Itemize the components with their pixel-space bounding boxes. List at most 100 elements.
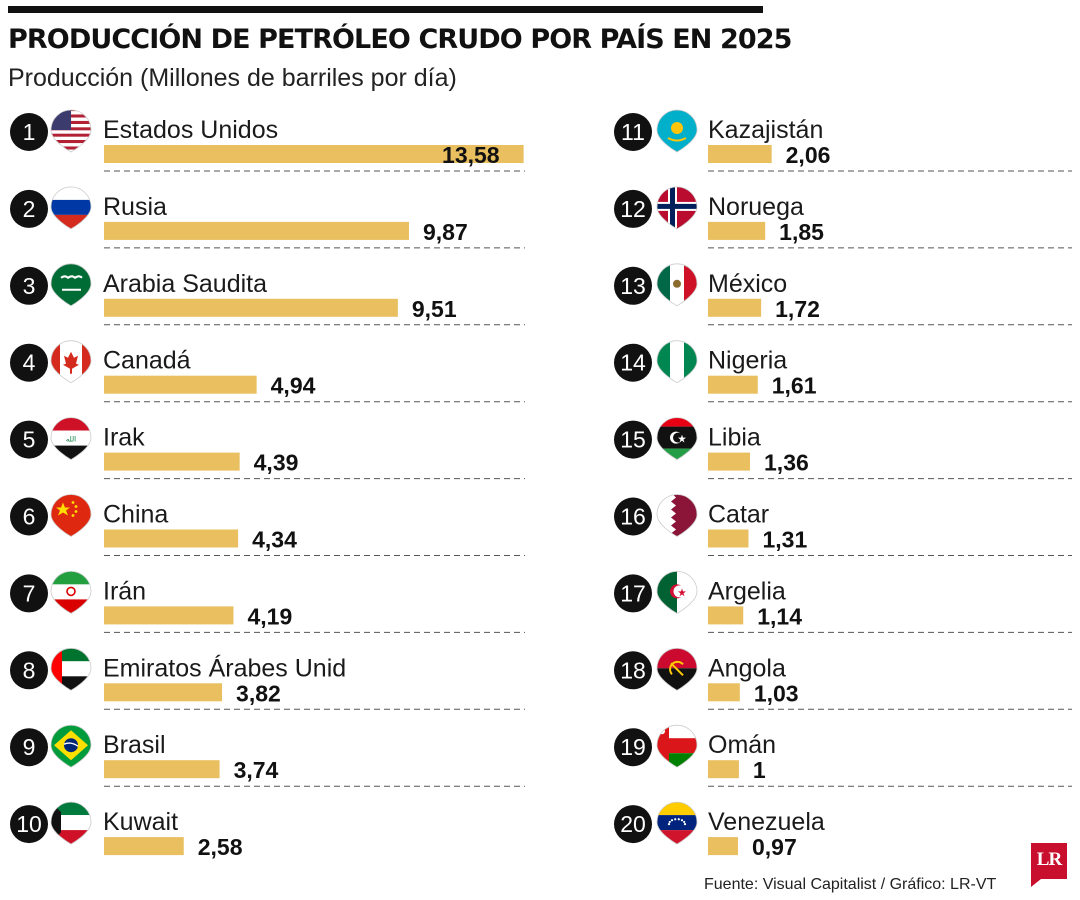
- rank-badge: 5: [10, 420, 48, 459]
- rank-badge: 2: [10, 189, 48, 228]
- flag-uae-icon: [50, 647, 92, 691]
- flag-russia-icon: [50, 186, 92, 230]
- rank-badge: 16: [614, 497, 652, 536]
- flag-angola-icon: [656, 647, 698, 691]
- flag-nigeria-icon: [656, 340, 698, 384]
- rank-number: 3: [23, 273, 36, 299]
- rank-number: 5: [23, 427, 36, 453]
- flag-libya-icon: [656, 417, 698, 461]
- value-label: 4,94: [271, 373, 316, 399]
- country-name: Angola: [708, 654, 786, 682]
- rank-badge: 17: [614, 574, 652, 613]
- country-name: Arabia Saudita: [103, 270, 267, 298]
- value-label: 3,82: [236, 680, 281, 706]
- bar: [708, 760, 739, 779]
- country-name: Libia: [708, 424, 761, 452]
- rank-number: 13: [620, 273, 646, 299]
- country-name: Noruega: [708, 193, 804, 221]
- chart-title: PRODUCCIÓN DE PETRÓLEO CRUDO POR PAÍS EN…: [8, 24, 792, 55]
- bar: [104, 452, 240, 471]
- rank-number: 4: [23, 350, 36, 376]
- rank-badge: 14: [614, 343, 652, 382]
- bar: [104, 760, 220, 779]
- value-label: 4,39: [254, 450, 299, 476]
- svg-text:الله: الله: [66, 436, 76, 444]
- value-label: 3,74: [234, 757, 279, 783]
- value-label: 1,03: [754, 680, 799, 706]
- rank-number: 16: [620, 504, 646, 530]
- flag-qatar-icon: [656, 494, 698, 537]
- value-label: 1,72: [775, 296, 820, 322]
- rank-badge: 9: [10, 728, 48, 767]
- bar: [708, 221, 766, 240]
- value-label: 4,19: [247, 603, 292, 629]
- value-label: 1,31: [762, 527, 807, 553]
- flag-kuwait-icon: [50, 801, 92, 845]
- rank-badge: 20: [614, 805, 652, 844]
- flag-iraq-icon: الله: [50, 417, 92, 461]
- country-name: Nigeria: [708, 347, 787, 375]
- rank-badge: 12: [614, 189, 652, 228]
- rank-number: 2: [23, 196, 36, 222]
- chart-subtitle: Producción (Millones de barriles por día…: [8, 64, 457, 92]
- flag-iran-icon: [50, 571, 92, 614]
- bar: [104, 606, 234, 625]
- rank-number: 18: [620, 657, 646, 683]
- country-name: Emiratos Árabes Unid: [103, 653, 346, 682]
- bar: [104, 298, 398, 317]
- flag-kazakhstan-icon: [656, 109, 698, 153]
- rank-badge: 6: [10, 497, 48, 536]
- country-name: China: [103, 501, 168, 529]
- rank-number: 10: [16, 811, 42, 837]
- flag-venezuela-icon: [656, 801, 698, 845]
- rank-number: 19: [620, 734, 646, 760]
- value-label: 0,97: [752, 834, 797, 860]
- rank-number: 12: [620, 196, 646, 222]
- value-label: 9,87: [423, 219, 468, 245]
- flag-china-icon: [50, 494, 92, 537]
- country-name: Irak: [103, 424, 145, 452]
- rank-number: 14: [620, 350, 646, 376]
- flag-canada-icon: [50, 340, 92, 384]
- source-note: Fuente: Visual Capitalist / Gráfico: LR-…: [704, 876, 997, 893]
- rank-number: 1: [23, 119, 36, 145]
- flag-brazil-icon: [50, 724, 92, 768]
- flag-usa-icon: [50, 109, 92, 153]
- bar: [104, 683, 223, 702]
- value-label: 9,51: [412, 296, 457, 322]
- rank-number: 9: [23, 734, 36, 760]
- flag-mexico-icon: [656, 263, 698, 307]
- lr-logo: LR: [1031, 843, 1067, 887]
- flag-norway-icon: [656, 186, 698, 230]
- bar: [708, 452, 751, 471]
- country-name: Rusia: [103, 193, 167, 221]
- rank-badge: 1: [10, 113, 48, 151]
- bar: [708, 298, 762, 317]
- bar: [708, 375, 758, 394]
- flag-algeria-icon: [656, 571, 698, 614]
- bar: [708, 837, 738, 856]
- bar: [708, 683, 740, 702]
- rank-badge: 4: [10, 343, 48, 382]
- value-label: 1,36: [764, 450, 809, 476]
- bar: [104, 529, 239, 548]
- value-label: 1,85: [779, 219, 824, 245]
- country-name: Omán: [708, 731, 776, 759]
- rank-badge: 15: [614, 420, 652, 459]
- rank-number: 8: [23, 657, 36, 683]
- top-rule: [8, 6, 763, 13]
- country-name: Kazajistán: [708, 116, 823, 144]
- bar: [708, 529, 749, 548]
- rank-badge: 19: [614, 728, 652, 767]
- rank-number: 11: [621, 119, 645, 145]
- rank-number: 15: [620, 427, 646, 453]
- country-name: Irán: [103, 577, 146, 605]
- country-name: Venezuela: [708, 808, 825, 836]
- bar: [708, 606, 744, 625]
- rank-number: 6: [23, 504, 36, 530]
- bar: [104, 837, 184, 856]
- value-label: 1,61: [772, 373, 817, 399]
- value-label: 13,58: [442, 142, 500, 168]
- value-label: 4,34: [252, 527, 297, 553]
